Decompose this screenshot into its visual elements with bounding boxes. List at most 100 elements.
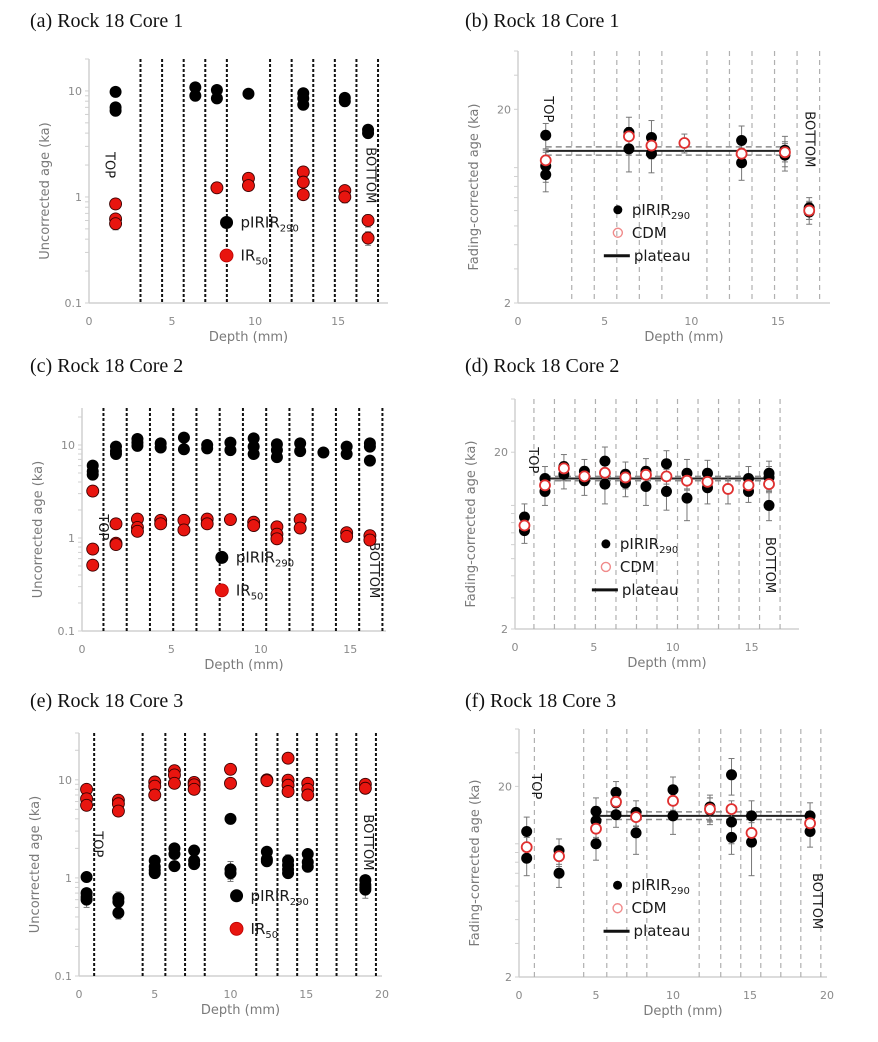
data-point-cdm <box>599 466 611 479</box>
data-point-cdm <box>619 471 632 484</box>
y-tick-label: 10 <box>61 439 75 452</box>
data-point-pirir290 <box>645 132 657 144</box>
data-point-pirir290 <box>590 805 602 817</box>
data-point-pirir290 <box>112 895 125 908</box>
data-point-pirir290 <box>736 135 748 147</box>
legend-label: pIRIR290 <box>632 876 690 897</box>
data-point-ir50 <box>361 231 375 245</box>
x-tick-label: 10 <box>684 315 698 328</box>
data-point-pirir290 <box>247 448 260 461</box>
data-point-pirir290 <box>660 485 672 497</box>
data-point-cdm <box>645 139 658 152</box>
data-point-cdm <box>725 803 738 816</box>
data-point-ir50 <box>80 798 94 812</box>
data-point-pirir290 <box>363 440 376 453</box>
data-point-pirir290 <box>645 148 657 160</box>
data-point-pirir290 <box>804 825 816 837</box>
data-point-pirir290 <box>112 906 125 919</box>
legend-label: pIRIR290 <box>241 213 299 234</box>
data-point-cdm <box>763 478 775 491</box>
legend-label: CDM <box>632 899 667 917</box>
data-point-cdm <box>722 483 734 495</box>
data-point-pirir290 <box>189 81 202 94</box>
data-point-cdm <box>704 803 716 816</box>
data-point-pirir290 <box>736 157 748 169</box>
data-point-ir50 <box>223 513 237 526</box>
y-tick-label: 2 <box>501 623 508 636</box>
data-point-pirir290 <box>282 867 295 880</box>
data-point-ir50 <box>167 776 181 790</box>
data-point-ir50 <box>109 197 123 211</box>
legend-subscript: 290 <box>659 545 678 556</box>
legend-label: plateau <box>622 581 679 599</box>
chart-b: 2 20 0 5 10 15 Depth (mm) Fading-corrected age … <box>467 50 830 345</box>
annotation-top: TOP <box>528 772 543 799</box>
data-point-ir50 <box>363 533 377 547</box>
data-point-pirir290 <box>726 769 738 781</box>
legend-label: CDM <box>620 558 655 576</box>
x-axis-title: Depth (mm) <box>627 656 706 671</box>
x-tick-label: 5 <box>593 989 600 1002</box>
data-point-pirir290 <box>189 89 202 102</box>
data-point-pirir290 <box>338 95 351 108</box>
data-point-cdm <box>623 130 635 143</box>
data-point-cdm <box>520 841 533 854</box>
data-point-pirir290 <box>109 85 122 98</box>
legend-marker-red <box>214 583 229 598</box>
legend-label: IR50 <box>251 920 279 941</box>
data-point-pirir290 <box>131 439 144 452</box>
legend-subscript: 50 <box>251 591 264 602</box>
legend-marker-black <box>220 215 234 229</box>
data-point-ir50 <box>154 517 168 531</box>
legend: pIRIR290 IR50 <box>219 213 299 267</box>
legend: pIRIR290 CDM plateau <box>603 201 691 265</box>
x-tick-label: 20 <box>820 989 834 1002</box>
y-tick-label: 0.1 <box>65 297 83 310</box>
data-point-pirir290 <box>109 104 122 117</box>
legend-marker-open-red <box>612 227 624 238</box>
annotation-top: TOP <box>95 513 110 540</box>
data-point-pirir290 <box>521 825 533 837</box>
panel-title: (d) Rock 18 Core 2 <box>465 355 620 377</box>
data-point-pirir290 <box>623 143 635 155</box>
annotation-top: TOP <box>540 95 555 122</box>
panel-title: (c) Rock 18 Core 2 <box>30 355 184 377</box>
legend-subscript: 290 <box>290 897 309 908</box>
data-point-pirir290 <box>297 98 310 111</box>
data-point-pirir290 <box>630 827 642 839</box>
x-tick-label: 0 <box>512 641 519 654</box>
data-point-pirir290 <box>640 480 652 492</box>
x-tick-label: 10 <box>224 988 238 1001</box>
legend-subscript: 290 <box>671 886 690 897</box>
data-point-cdm <box>745 827 758 839</box>
data-point-ir50 <box>361 214 375 227</box>
y-axis-title: Uncorrected age (ka) <box>38 122 53 259</box>
data-point-pirir290 <box>726 831 738 843</box>
x-axis-title: Depth (mm) <box>204 658 283 673</box>
chart-e: 0.1 1 10 0 5 10 15 20 Depth (mm) Uncorrected age … <box>28 732 389 1018</box>
data-point-pirir290 <box>610 786 622 798</box>
data-point-pirir290 <box>553 867 565 879</box>
data-point-ir50 <box>177 523 191 537</box>
panel-title: (e) Rock 18 Core 3 <box>30 690 184 712</box>
x-tick-label: 0 <box>79 643 86 656</box>
data-point-pirir290 <box>317 446 330 459</box>
data-point-pirir290 <box>599 478 611 490</box>
legend: pIRIR290 CDM plateau <box>603 876 691 940</box>
y-tick-label: 10 <box>68 85 82 98</box>
legend-label: plateau <box>634 922 691 940</box>
x-tick-label: 5 <box>151 988 158 1001</box>
data-point-ir50 <box>296 188 310 202</box>
legend-marker-red <box>229 921 244 936</box>
data-point-pirir290 <box>224 812 237 825</box>
y-tick-label: 2 <box>505 971 512 984</box>
data-point-cdm <box>578 470 591 483</box>
legend-marker-black <box>215 550 229 564</box>
data-point-pirir290 <box>746 836 758 848</box>
legend-marker-black <box>613 880 623 890</box>
annotation-top: TOP <box>89 830 104 857</box>
data-point-pirir290 <box>80 893 93 906</box>
data-point-pirir290 <box>188 844 201 857</box>
annotation-bottom: BOTTOM <box>362 147 377 203</box>
